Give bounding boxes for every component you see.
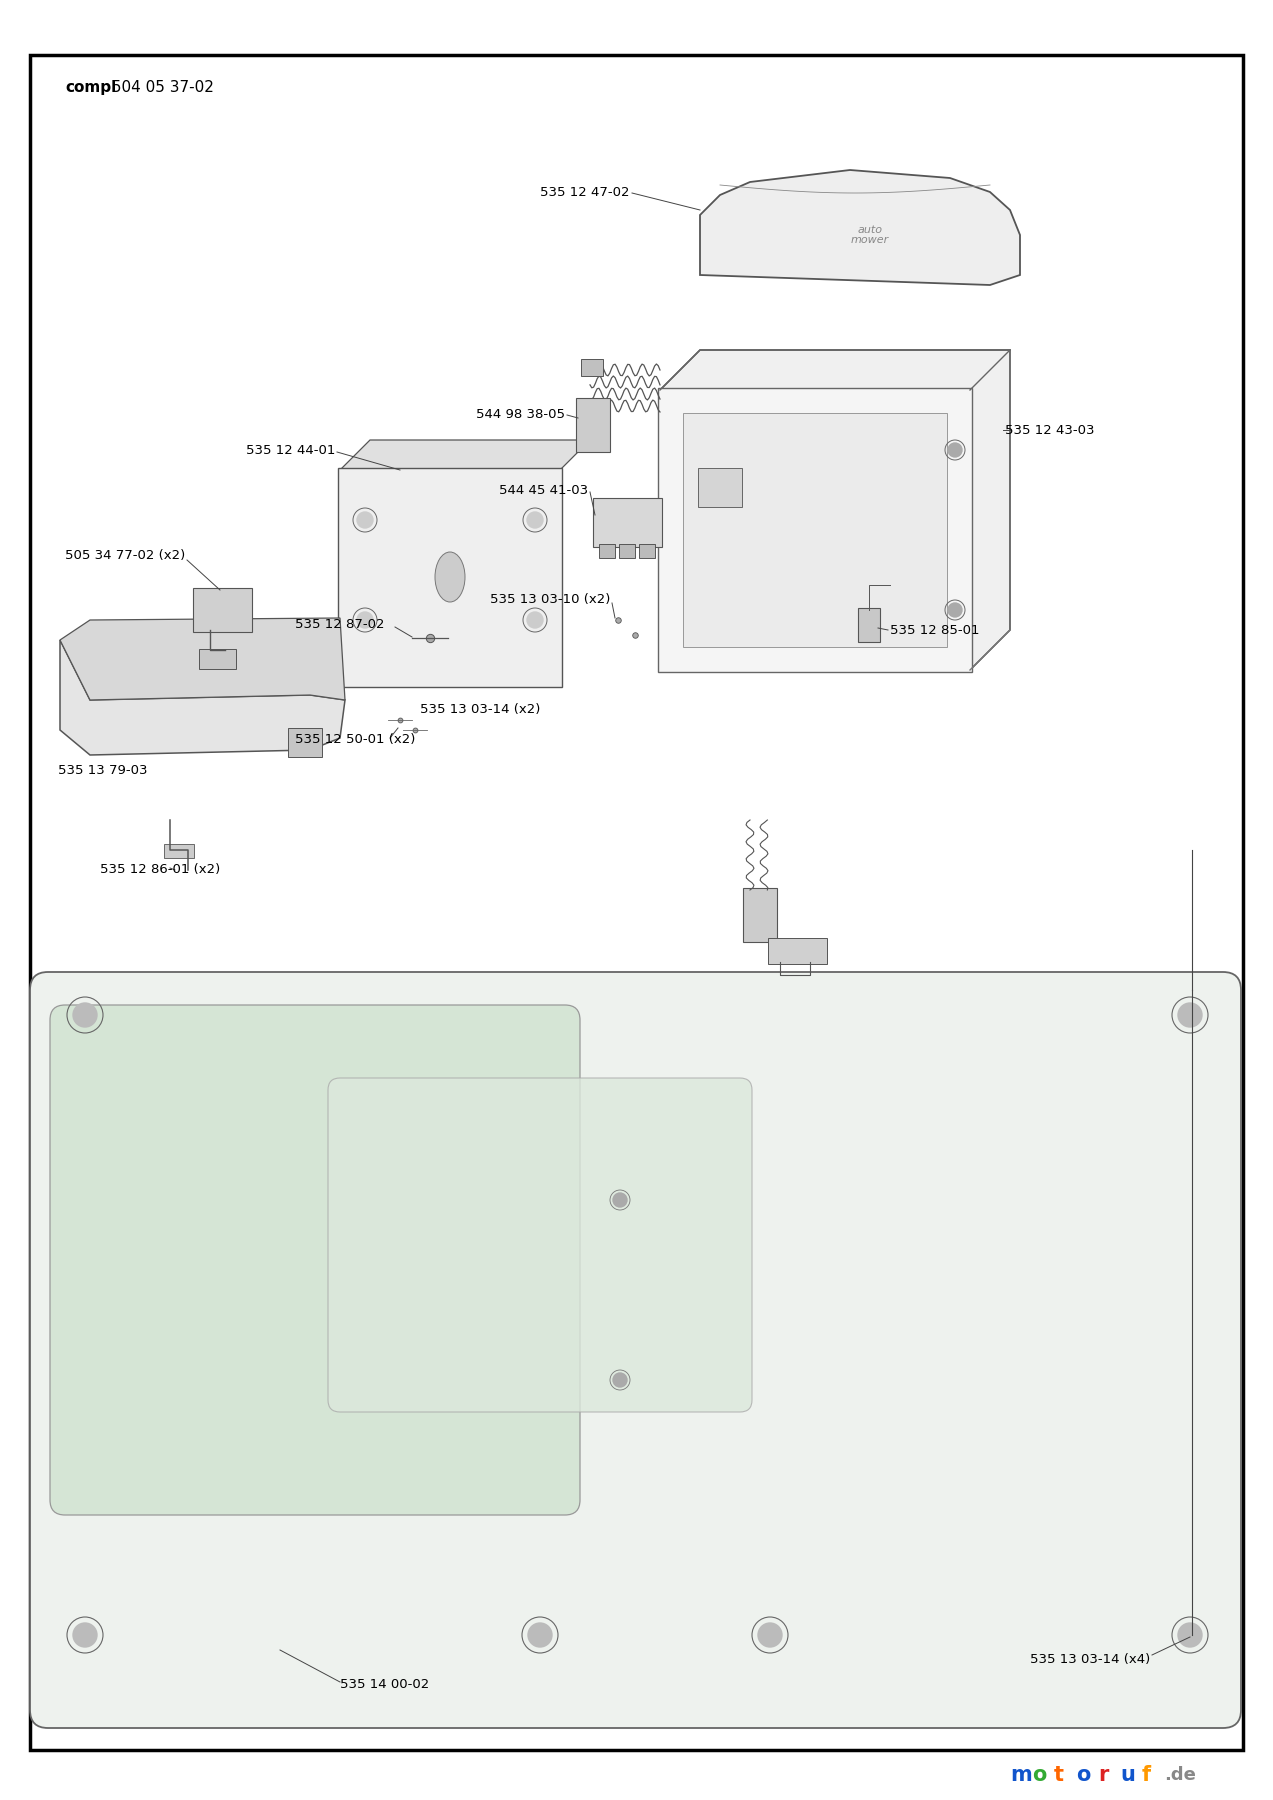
FancyBboxPatch shape — [288, 727, 322, 758]
Circle shape — [73, 1624, 97, 1647]
Text: 535 12 43-03: 535 12 43-03 — [1004, 423, 1095, 437]
Text: m: m — [1009, 1766, 1031, 1786]
FancyBboxPatch shape — [199, 650, 236, 670]
FancyBboxPatch shape — [639, 544, 656, 558]
Text: 544 45 41-03: 544 45 41-03 — [499, 484, 588, 497]
Text: o: o — [1076, 1766, 1091, 1786]
Circle shape — [614, 1193, 628, 1208]
FancyBboxPatch shape — [658, 389, 973, 671]
Text: 535 13 03-10 (x2): 535 13 03-10 (x2) — [490, 594, 610, 607]
Circle shape — [527, 612, 544, 628]
FancyBboxPatch shape — [858, 608, 880, 643]
Polygon shape — [340, 439, 589, 470]
Text: 505 34 77-02 (x2): 505 34 77-02 (x2) — [65, 549, 185, 562]
Circle shape — [614, 1373, 628, 1388]
Text: o: o — [1032, 1766, 1046, 1786]
Text: t: t — [1054, 1766, 1064, 1786]
Text: 535 12 44-01: 535 12 44-01 — [246, 443, 335, 457]
Text: 535 12 87-02: 535 12 87-02 — [295, 619, 384, 632]
Text: r: r — [1099, 1766, 1109, 1786]
Text: 504 05 37-02: 504 05 37-02 — [107, 79, 214, 95]
Text: u: u — [1120, 1766, 1134, 1786]
Text: auto
mower: auto mower — [850, 225, 889, 245]
Circle shape — [1178, 1624, 1202, 1647]
Text: compl: compl — [65, 79, 116, 95]
Circle shape — [528, 1624, 552, 1647]
FancyBboxPatch shape — [580, 358, 603, 376]
FancyBboxPatch shape — [600, 544, 615, 558]
FancyBboxPatch shape — [193, 589, 252, 632]
Circle shape — [527, 511, 544, 527]
Text: 535 13 79-03: 535 13 79-03 — [59, 763, 148, 776]
FancyBboxPatch shape — [50, 1004, 580, 1516]
Circle shape — [356, 511, 373, 527]
FancyBboxPatch shape — [593, 499, 662, 547]
FancyBboxPatch shape — [619, 544, 635, 558]
Ellipse shape — [435, 553, 465, 601]
Text: 535 14 00-02: 535 14 00-02 — [340, 1678, 429, 1692]
FancyBboxPatch shape — [768, 938, 827, 965]
Polygon shape — [60, 617, 345, 700]
Text: 535 12 50-01 (x2): 535 12 50-01 (x2) — [295, 734, 415, 747]
Text: 535 13 03-14 (x2): 535 13 03-14 (x2) — [420, 704, 540, 716]
FancyBboxPatch shape — [31, 972, 1241, 1728]
Text: .de: .de — [1164, 1766, 1195, 1784]
Text: 544 98 38-05: 544 98 38-05 — [476, 409, 565, 421]
FancyBboxPatch shape — [339, 468, 561, 688]
Polygon shape — [700, 169, 1020, 284]
FancyBboxPatch shape — [328, 1078, 752, 1411]
FancyBboxPatch shape — [164, 844, 193, 859]
FancyBboxPatch shape — [684, 412, 947, 646]
Circle shape — [73, 1003, 97, 1028]
Text: 535 13 03-14 (x4): 535 13 03-14 (x4) — [1030, 1654, 1150, 1667]
Text: f: f — [1142, 1766, 1151, 1786]
Circle shape — [948, 443, 962, 457]
Polygon shape — [60, 641, 345, 754]
FancyBboxPatch shape — [698, 468, 742, 508]
Text: 535 12 86-01 (x2): 535 12 86-01 (x2) — [101, 864, 220, 877]
FancyBboxPatch shape — [575, 398, 610, 452]
Text: 535 12 47-02: 535 12 47-02 — [541, 187, 630, 200]
Circle shape — [757, 1624, 782, 1647]
Circle shape — [356, 612, 373, 628]
Circle shape — [948, 603, 962, 617]
Text: 535 12 85-01: 535 12 85-01 — [890, 623, 979, 637]
FancyBboxPatch shape — [743, 887, 777, 941]
Circle shape — [1178, 1003, 1202, 1028]
Polygon shape — [659, 349, 1009, 670]
